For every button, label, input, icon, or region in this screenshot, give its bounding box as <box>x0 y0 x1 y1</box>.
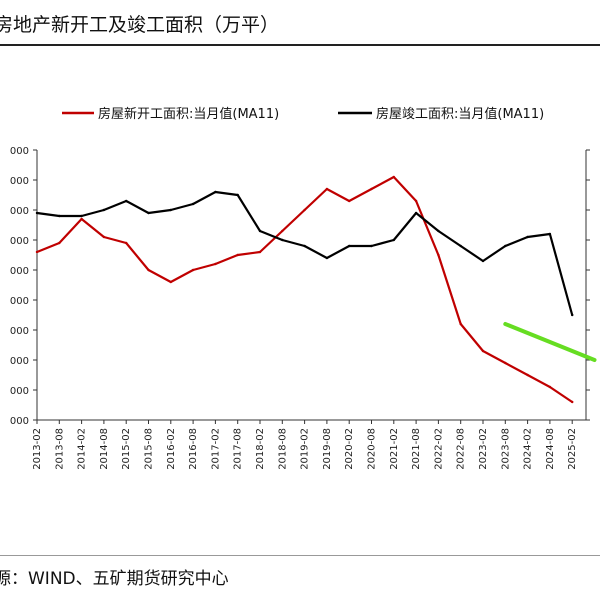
data-point <box>258 229 262 233</box>
x-tick-label: 2023-08 <box>500 428 511 470</box>
data-point <box>504 361 507 365</box>
data-point <box>571 400 574 404</box>
data-point <box>169 280 172 284</box>
source-divider <box>0 555 600 556</box>
chart-plot: 房屋新开工面积:当月值(MA11) 房屋竣工面积:当月值(MA11) 000 00… <box>10 106 597 470</box>
y-tick-label: 000 <box>10 296 29 307</box>
legend-label-new-starts: 房屋新开工面积:当月值(MA11) <box>98 106 279 122</box>
x-tick-label: 2016-08 <box>188 428 199 470</box>
data-point <box>35 211 39 215</box>
data-point <box>125 241 128 245</box>
data-point <box>102 208 106 212</box>
x-tick-label: 2013-02 <box>32 428 43 470</box>
x-tick-label: 2022-08 <box>456 428 467 470</box>
data-point <box>414 211 418 215</box>
y-tick-label: 000 <box>10 326 29 337</box>
data-point <box>35 250 39 254</box>
data-point <box>125 199 128 203</box>
data-point <box>370 244 373 248</box>
data-point <box>214 190 217 194</box>
chart-title: 房地产新开工及竣工面积（万平） <box>0 14 280 36</box>
y-tick-label: 000 <box>10 236 29 247</box>
trend-line <box>503 322 597 362</box>
data-point <box>258 250 262 254</box>
data-point <box>459 244 462 248</box>
x-tick-label: 2017-08 <box>233 428 244 470</box>
x-tick-label: 2015-08 <box>144 428 155 470</box>
source-note: 源：WIND、五矿期货研究中心 <box>0 569 229 589</box>
data-point <box>80 217 83 221</box>
x-tick-label: 2024-08 <box>545 428 556 470</box>
data-point <box>58 241 61 245</box>
data-point <box>437 253 440 257</box>
y-tick-label: 000 <box>10 356 29 367</box>
data-point <box>348 244 351 248</box>
data-point <box>548 232 552 236</box>
y-tick-label: 000 <box>10 176 29 187</box>
x-tick-label: 2014-08 <box>99 428 110 470</box>
data-point <box>325 187 329 191</box>
x-tick-label: 2024-02 <box>523 428 534 470</box>
data-point <box>58 214 61 218</box>
data-point <box>392 175 395 179</box>
y-tick-label: 000 <box>10 206 29 217</box>
data-point <box>370 187 373 191</box>
chart-series <box>35 175 597 404</box>
data-point <box>459 322 462 326</box>
data-point <box>571 313 574 317</box>
x-tick-label: 2015-02 <box>121 428 132 470</box>
data-point <box>147 268 150 272</box>
x-tick-label: 2013-08 <box>54 428 65 470</box>
x-tick-label: 2021-02 <box>389 428 400 470</box>
data-point <box>191 268 195 272</box>
x-tick-label: 2018-08 <box>277 428 288 470</box>
legend-label-completions: 房屋竣工面积:当月值(MA11) <box>376 106 544 122</box>
x-tick-label: 2023-02 <box>478 428 489 470</box>
data-point <box>236 193 239 197</box>
data-point <box>281 238 284 242</box>
data-point <box>414 199 418 203</box>
data-point <box>303 208 306 212</box>
y-tick-label: 000 <box>10 266 29 277</box>
data-point <box>392 238 395 242</box>
data-point <box>80 214 83 218</box>
chart-legend: 房屋新开工面积:当月值(MA11) 房屋竣工面积:当月值(MA11) <box>62 106 544 122</box>
x-tick-label: 2019-02 <box>300 428 311 470</box>
data-point <box>526 373 529 377</box>
x-tick-label: 2025-02 <box>567 428 578 470</box>
data-point <box>303 244 306 248</box>
x-tick-label: 2018-02 <box>255 428 266 470</box>
data-point <box>169 208 172 212</box>
data-point <box>325 256 329 260</box>
data-point <box>191 202 195 206</box>
x-tick-label: 2019-08 <box>322 428 333 470</box>
data-point <box>147 211 150 215</box>
data-point <box>214 262 217 266</box>
y-tick-label: 000 <box>10 386 29 397</box>
x-tick-label: 2017-02 <box>210 428 221 470</box>
x-tick-label: 2021-08 <box>411 428 422 470</box>
data-point <box>348 199 351 203</box>
data-point <box>481 259 485 263</box>
x-tick-label: 2020-02 <box>344 428 355 470</box>
data-point <box>548 385 552 389</box>
title-divider <box>0 44 600 46</box>
data-point <box>481 349 485 353</box>
data-point <box>526 235 529 239</box>
data-point <box>236 253 239 257</box>
x-tick-label: 2020-08 <box>367 428 378 470</box>
x-tick-label: 2022-02 <box>433 428 444 470</box>
y-tick-label: 000 <box>10 146 29 157</box>
data-point <box>281 229 284 233</box>
data-point <box>102 235 106 239</box>
x-tick-label: 2014-02 <box>77 428 88 470</box>
data-point <box>504 244 507 248</box>
data-point <box>437 229 440 233</box>
y-tick-label: 000 <box>10 416 29 427</box>
x-tick-label: 2016-02 <box>166 428 177 470</box>
